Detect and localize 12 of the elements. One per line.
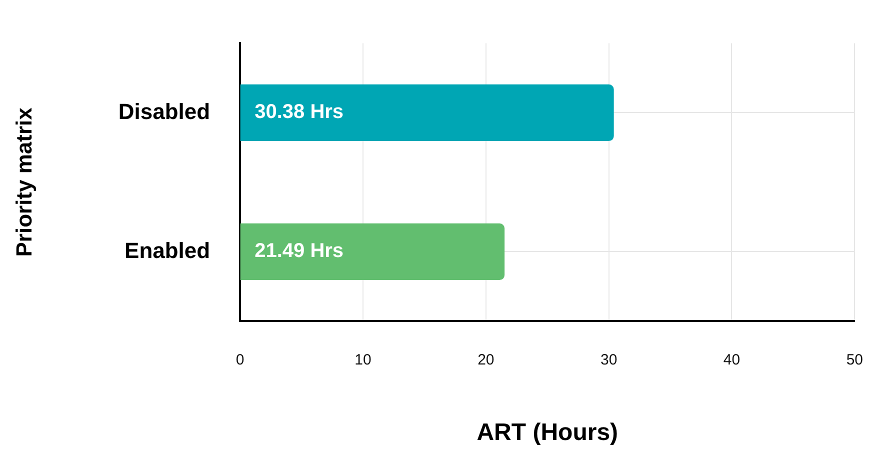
x-tick-label: 30	[600, 351, 618, 368]
y-axis-title: Priority matrix	[11, 106, 36, 257]
x-tick-label: 10	[354, 351, 372, 368]
x-axis-title: ART (Hours)	[476, 419, 618, 446]
x-tick-label: 0	[236, 351, 244, 368]
x-tick-label: 40	[723, 351, 740, 368]
y-tick-label: Disabled	[118, 98, 210, 124]
y-tick-label: Enabled	[124, 238, 210, 263]
x-tick-label: 50	[846, 351, 863, 368]
x-tick-label: 20	[478, 351, 494, 368]
data-label: 30.38 Hrs	[254, 101, 344, 124]
data-label: 21.49 Hrs	[254, 240, 344, 262]
